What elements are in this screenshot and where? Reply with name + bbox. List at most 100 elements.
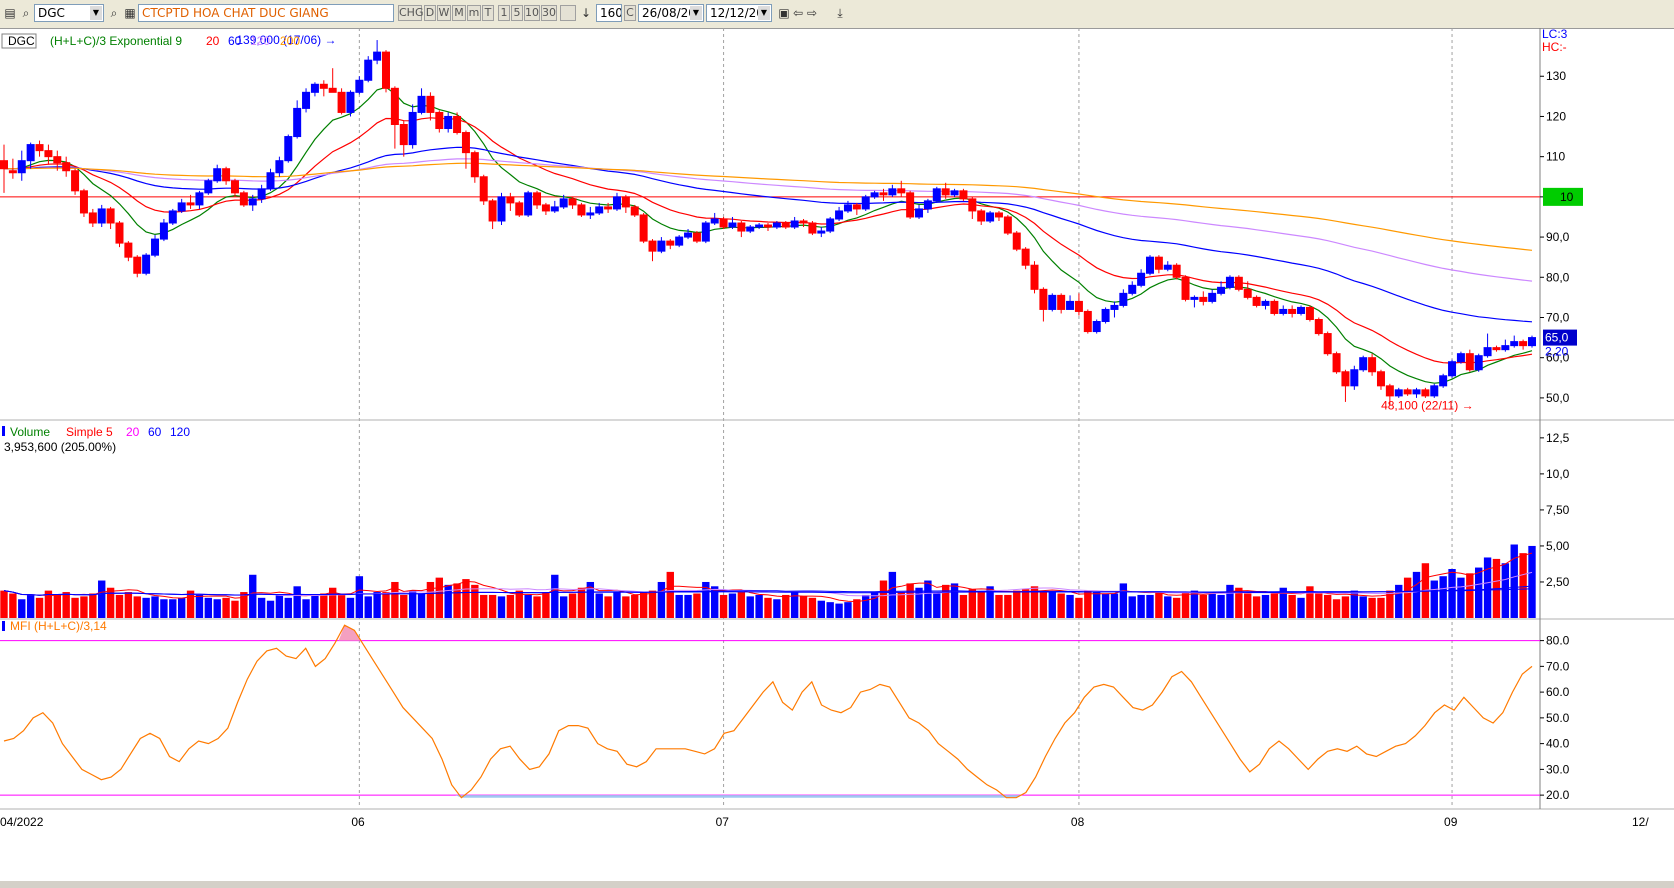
mfi-legend: MFI (H+L+C)/3,14 <box>10 619 107 633</box>
mfi-tick-label: 20.0 <box>1546 788 1570 802</box>
volume-bar <box>915 587 923 618</box>
list-icon[interactable]: ▦ <box>124 6 136 20</box>
candle-up <box>1119 292 1128 306</box>
arrow-down-icon[interactable]: ↓ <box>580 6 592 20</box>
blank-button[interactable] <box>560 5 576 21</box>
volume-bar <box>346 597 355 618</box>
date-to-value: 12/12/20 <box>710 6 764 20</box>
download-icon[interactable]: ⤓ <box>837 6 843 20</box>
candle-down <box>879 192 888 196</box>
price-tick-label: 60,0 <box>1546 351 1570 365</box>
candle-down <box>239 192 248 206</box>
volume-bar <box>1483 557 1492 618</box>
c-button[interactable]: C <box>624 5 636 21</box>
volume-bar <box>169 599 177 618</box>
symbol-input[interactable]: DGC ▼ <box>34 4 104 22</box>
company-name-field[interactable]: CTCPTD HOA CHAT DUC GIANG <box>138 4 394 22</box>
candle-up <box>151 238 160 256</box>
volume-bar <box>249 574 257 618</box>
chg-button[interactable]: CHG <box>398 5 424 21</box>
volume-bar <box>1288 594 1296 618</box>
candle-down <box>1243 288 1252 298</box>
volume-bar <box>275 594 284 618</box>
candle-up <box>417 95 426 113</box>
price-tick-label: 130 <box>1546 69 1566 83</box>
candle-up <box>1128 284 1137 294</box>
volume-bar <box>1510 544 1518 618</box>
chevron-down-icon[interactable]: ▼ <box>90 6 102 20</box>
volume-bar <box>151 596 159 618</box>
volume-bar <box>1155 592 1163 618</box>
mfi-tick-label: 80.0 <box>1546 634 1570 648</box>
candle-up <box>168 210 177 224</box>
interval-button-30[interactable]: 30 <box>541 5 557 21</box>
candle-down <box>968 198 977 212</box>
candle-down <box>1323 333 1332 355</box>
candle-down <box>186 202 195 206</box>
interval-button-1[interactable]: 1 <box>498 5 510 21</box>
forward-icon[interactable]: ⇨ <box>806 6 818 20</box>
volume-bar <box>1466 573 1474 618</box>
save-icon[interactable]: ▣ <box>778 6 790 20</box>
candle-up <box>497 196 506 222</box>
back-icon[interactable]: ⇦ <box>792 6 804 20</box>
candle-down <box>71 170 80 192</box>
stock-chart[interactable]: 04/20220607080910111212/13012011010090,0… <box>0 28 1674 881</box>
chevron-down-icon[interactable]: ▼ <box>690 6 702 20</box>
volume-bar <box>240 592 248 618</box>
candle-down <box>977 210 986 222</box>
volume-bar <box>1199 594 1207 618</box>
candle-down <box>35 144 44 152</box>
bar-count-input[interactable]: 160 <box>596 4 622 22</box>
volume-bar <box>364 596 372 618</box>
volume-bar <box>950 583 959 618</box>
candle-up <box>932 188 941 202</box>
volume-bar <box>1030 586 1039 618</box>
volume-bar <box>1395 584 1403 618</box>
period-button-tick[interactable]: T <box>482 5 494 21</box>
interval-button-5[interactable]: 5 <box>511 5 523 21</box>
candle-up <box>284 136 293 162</box>
candle-down <box>8 170 17 174</box>
period-button-daily[interactable]: D <box>424 5 436 21</box>
volume-bar <box>1093 592 1101 618</box>
volume-bar <box>711 586 719 618</box>
period-button-monthly[interactable]: M <box>452 5 466 21</box>
candle-up <box>1163 264 1172 270</box>
volume-bar <box>1297 597 1305 618</box>
volume-bar <box>1226 584 1234 618</box>
candle-down <box>1403 389 1412 395</box>
candle-down <box>897 188 906 194</box>
candle-up <box>595 206 604 214</box>
volume-bar <box>1004 594 1012 618</box>
candle-up <box>1066 300 1075 310</box>
chevron-down-icon[interactable]: ▼ <box>758 6 770 20</box>
volume-bar <box>1475 567 1483 618</box>
ema20-legend: 20 <box>206 34 220 48</box>
volume-bar <box>844 602 852 618</box>
period-button-weekly[interactable]: W <box>437 5 451 21</box>
volume-bar <box>1386 590 1394 618</box>
candle-down <box>692 232 701 242</box>
interval-button-10[interactable]: 10 <box>524 5 540 21</box>
grid-icon[interactable]: ▤ <box>4 6 16 20</box>
candle-down <box>515 202 524 216</box>
horizontal-scrollbar[interactable] <box>0 881 1674 888</box>
volume-legend: Volume <box>10 425 50 439</box>
candle-down <box>124 242 133 258</box>
date-from-field[interactable]: 26/08/20 ▼ <box>638 4 704 22</box>
volume-bar <box>604 596 612 618</box>
volume-bar <box>71 597 79 618</box>
volume-bar <box>1128 596 1136 618</box>
candle-down <box>666 240 675 246</box>
candle-down <box>62 162 71 172</box>
search-icon[interactable]: ⌕ <box>110 6 118 20</box>
date-to-field[interactable]: 12/12/20 ▼ <box>706 4 772 22</box>
magnifier-icon[interactable]: ⌕ <box>22 6 30 20</box>
period-button-minute[interactable]: m <box>467 5 481 21</box>
change-label: 2,20 <box>1545 345 1569 359</box>
volume-bar <box>506 594 515 618</box>
volume-bar <box>1146 594 1154 618</box>
candle-up <box>870 192 879 198</box>
volume-bar <box>1137 594 1145 618</box>
